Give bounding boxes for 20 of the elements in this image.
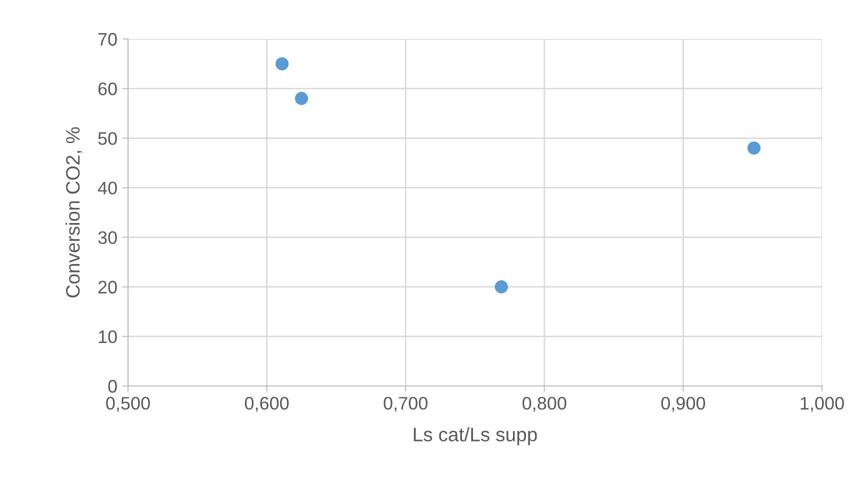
- point: [275, 57, 289, 70]
- x-tick-label: 0,500: [106, 396, 150, 412]
- point: [494, 280, 508, 294]
- y-tick-label: 50: [98, 132, 117, 145]
- y-tick-label: 60: [98, 82, 117, 96]
- y-tick-label: 30: [98, 231, 117, 244]
- y-tick-label: 40: [98, 182, 117, 194]
- x-tick-label: 0,700: [384, 396, 428, 412]
- x-axis-title: Ls cat/Ls supp: [414, 427, 537, 446]
- x-tick-label: 0,600: [244, 396, 289, 412]
- y-tick-label: 70: [98, 32, 117, 46]
- y-tick-label: 10: [98, 330, 117, 344]
- point: [294, 92, 308, 106]
- x-tick-label: 0,900: [661, 396, 706, 412]
- point: [747, 141, 761, 155]
- y-tick-label: 20: [98, 280, 117, 294]
- x-tick-label: 1,000: [800, 396, 844, 412]
- y-axis-title: Conversion CO2, %: [65, 127, 82, 298]
- x-tick-label: 0,800: [522, 396, 566, 412]
- y-tick-label: 0: [108, 380, 117, 393]
